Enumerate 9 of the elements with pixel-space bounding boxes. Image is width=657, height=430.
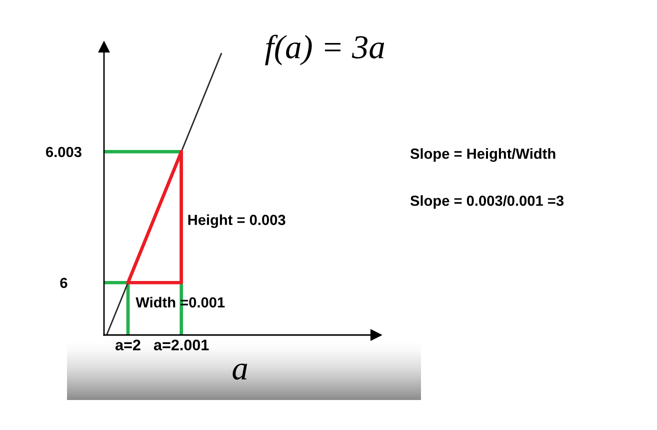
x-tick-label: a=2 bbox=[115, 340, 140, 350]
y-tick-label: 6.003 bbox=[46, 146, 82, 158]
text: Slope = 0.003/0.001 =3 bbox=[410, 195, 564, 209]
x-tick-label: a=2.001 bbox=[154, 340, 209, 350]
text: Slope = Height/Width bbox=[410, 148, 556, 162]
annotation: Height = 0.003 bbox=[188, 214, 286, 228]
x-axis-title: a bbox=[232, 364, 248, 380]
y-tick-label: 6 bbox=[60, 278, 68, 288]
chart-title: f(a) = 3a bbox=[265, 34, 384, 66]
